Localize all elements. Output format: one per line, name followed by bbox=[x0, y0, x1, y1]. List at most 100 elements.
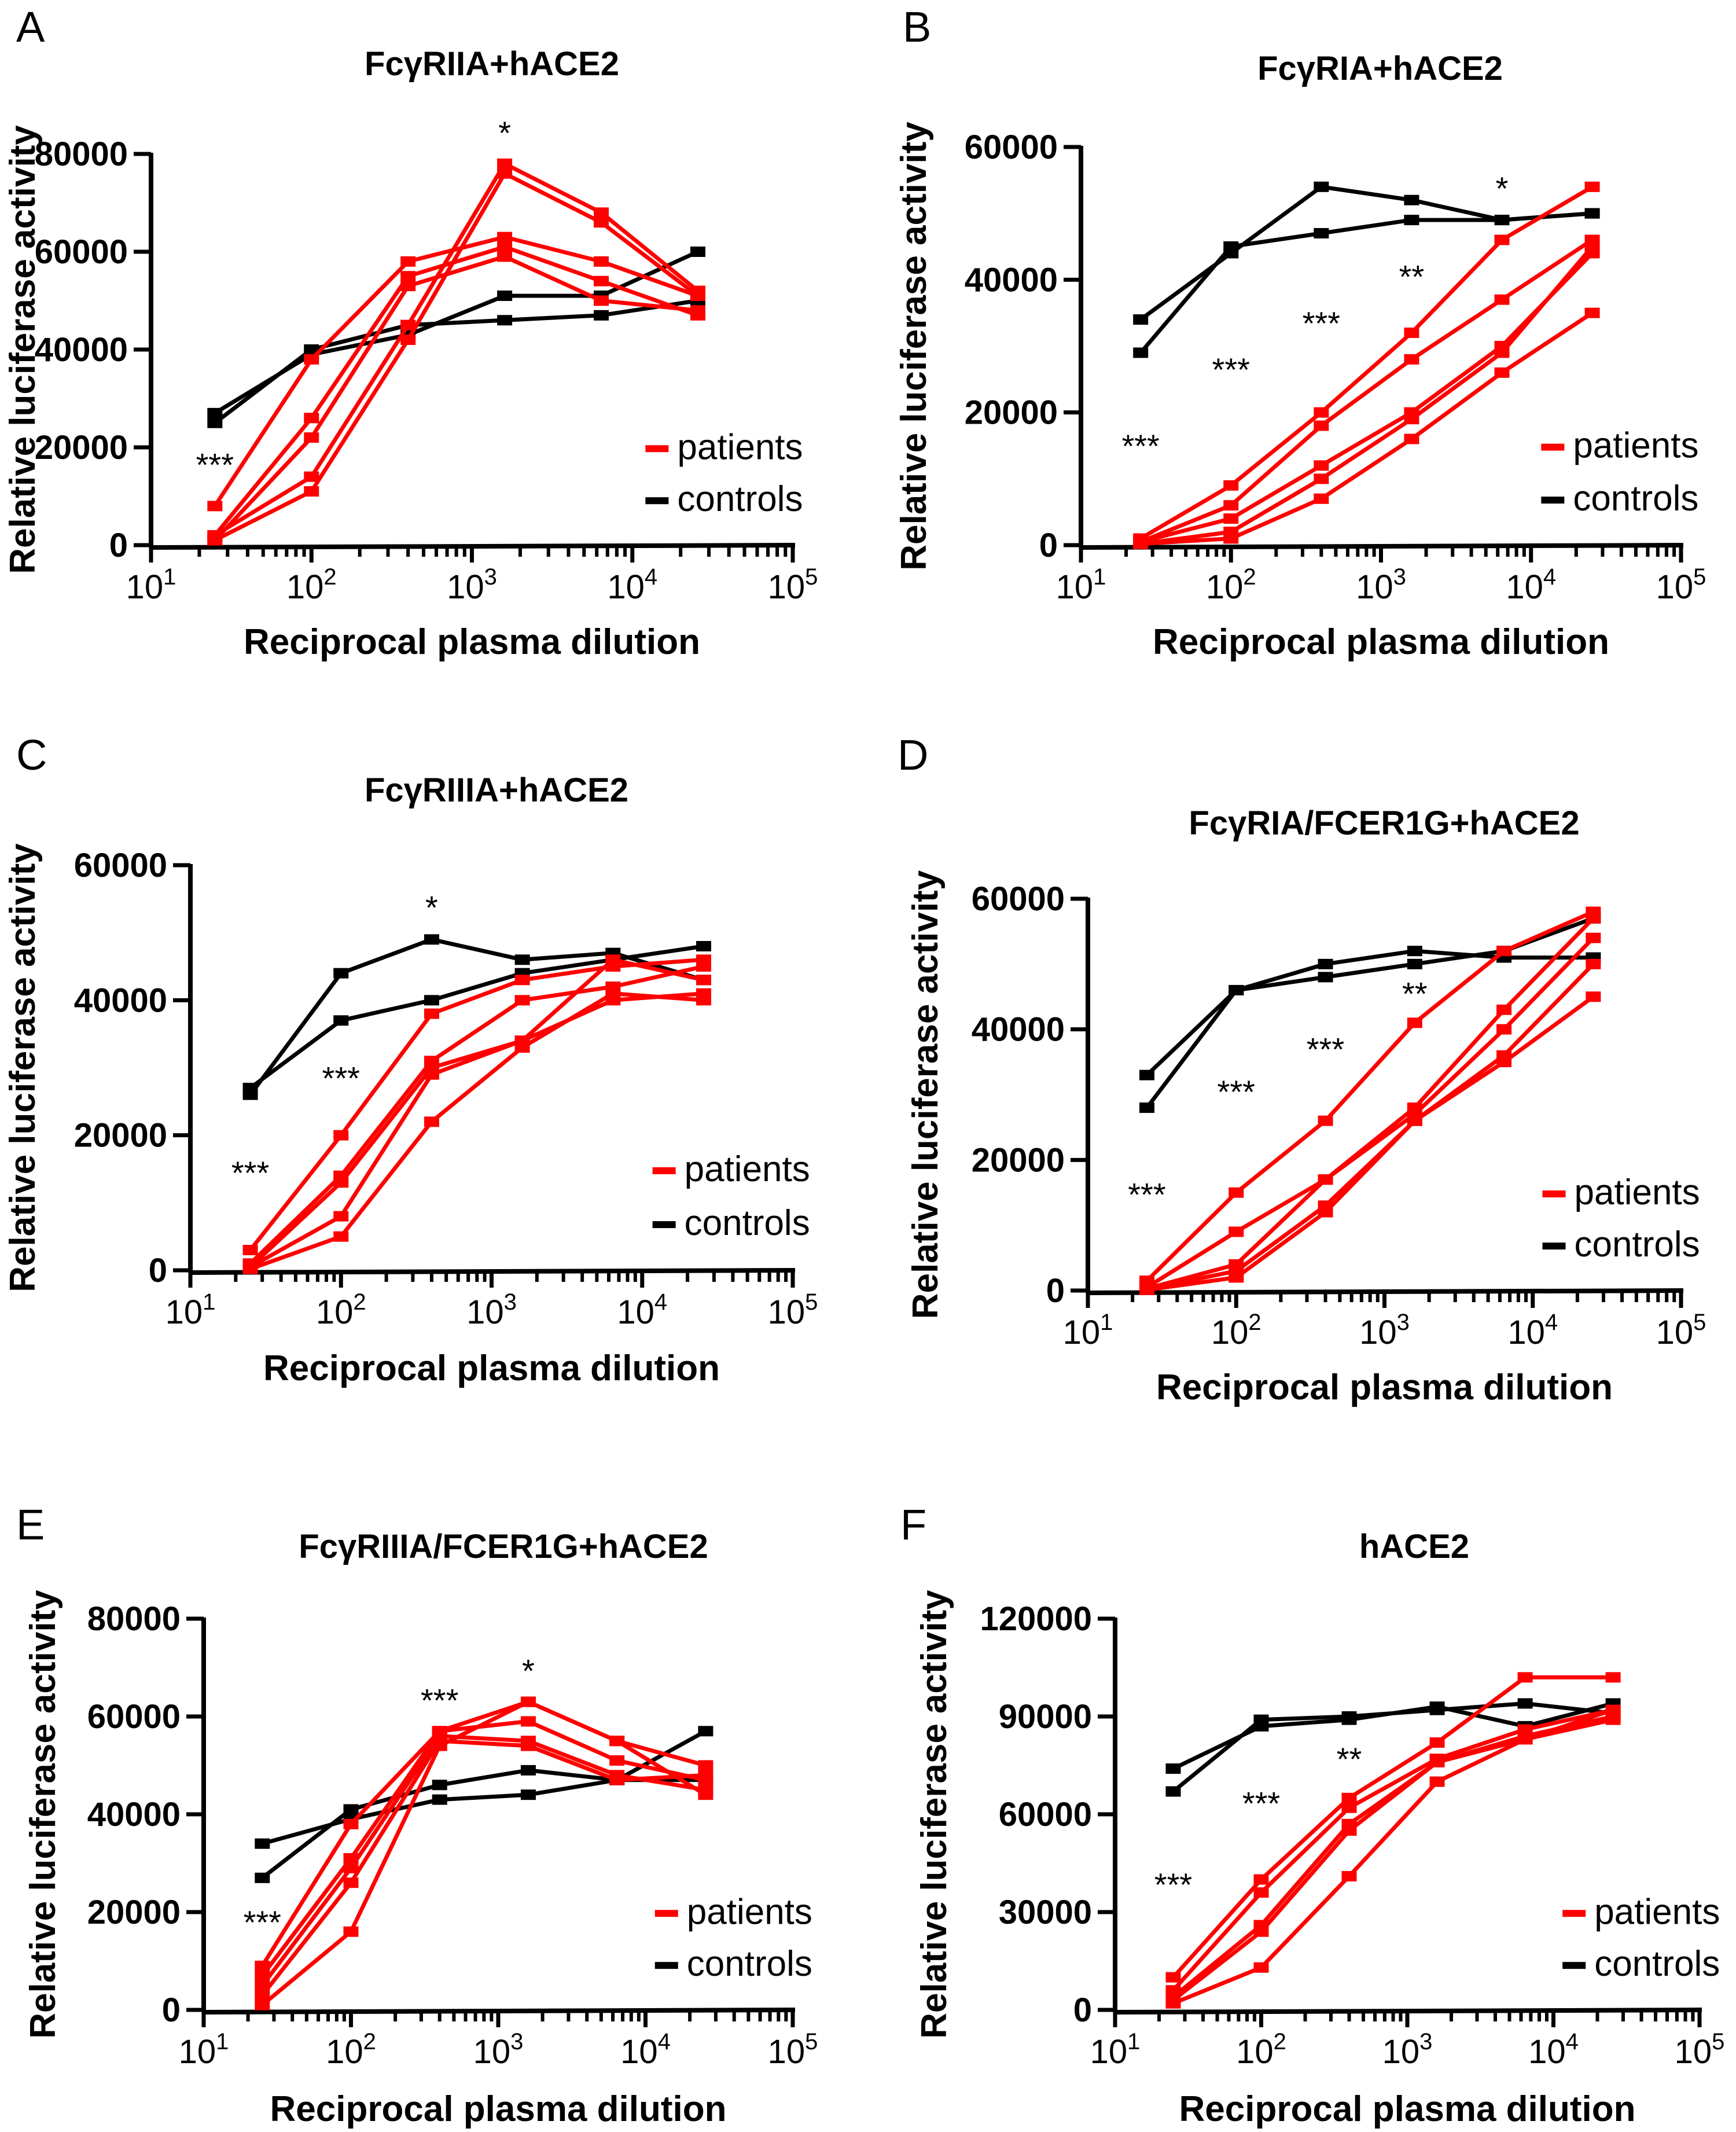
data-point-patients bbox=[400, 281, 416, 292]
y-tick-label: 60000 bbox=[74, 847, 167, 884]
x-tick-label: 105 bbox=[768, 2029, 818, 2071]
data-point-patients bbox=[609, 1774, 625, 1785]
data-point-patients bbox=[1318, 1115, 1333, 1126]
data-point-patients bbox=[304, 413, 319, 424]
series-line-patients bbox=[1139, 238, 1594, 544]
data-point-controls bbox=[1318, 958, 1333, 969]
data-point-patients bbox=[400, 319, 416, 330]
legend-swatch-patients bbox=[652, 1167, 676, 1174]
y-tick-label: 0 bbox=[162, 1991, 181, 2029]
significance-label: *** bbox=[1128, 1177, 1165, 1213]
x-tick-label: 104 bbox=[620, 2029, 671, 2071]
series-line-patients bbox=[1140, 245, 1594, 546]
chart-title: FcγRIIIA/FCER1G+hACE2 bbox=[299, 1528, 708, 1565]
data-point-controls bbox=[1139, 1102, 1154, 1113]
data-point-patients bbox=[1165, 1998, 1181, 2009]
data-point-patients bbox=[424, 1116, 439, 1127]
significance-label: ** bbox=[1337, 1741, 1362, 1777]
data-point-patients bbox=[1253, 1887, 1269, 1898]
data-point-patients bbox=[1314, 460, 1329, 471]
data-point-patients bbox=[424, 1069, 439, 1080]
data-point-patients bbox=[690, 291, 705, 302]
significance-label: *** bbox=[1212, 351, 1250, 388]
x-tick-label: 103 bbox=[1356, 564, 1406, 606]
series-line-patients bbox=[261, 1700, 707, 2007]
data-point-patients bbox=[1404, 354, 1419, 365]
data-point-controls bbox=[698, 1726, 713, 1737]
legend-label-patients: patients bbox=[1575, 1172, 1700, 1212]
series-line-patients bbox=[213, 235, 699, 508]
x-tick-label: 104 bbox=[1506, 564, 1556, 606]
series-line-patients bbox=[1145, 910, 1594, 1282]
y-axis-label: Relative luciferase activity bbox=[906, 870, 946, 1319]
y-tick-label: 60000 bbox=[87, 1698, 181, 1736]
x-axis-label: Reciprocal plasma dilution bbox=[1156, 1368, 1613, 1407]
data-point-controls bbox=[497, 315, 513, 326]
data-point-patients bbox=[333, 1177, 349, 1188]
data-point-patients bbox=[690, 305, 705, 316]
data-point-patients bbox=[594, 295, 609, 306]
data-point-controls bbox=[1404, 215, 1419, 226]
legend-label-controls: controls bbox=[687, 1944, 812, 1984]
data-point-controls bbox=[1341, 1711, 1357, 1722]
data-point-patients bbox=[1314, 420, 1329, 431]
x-axis-label: Reciprocal plasma dilution bbox=[270, 2089, 727, 2129]
data-point-patients bbox=[1494, 367, 1510, 378]
x-tick-label: 104 bbox=[1528, 2029, 1579, 2071]
data-point-controls bbox=[1133, 347, 1149, 358]
data-point-patients bbox=[605, 988, 621, 999]
x-tick-label: 103 bbox=[1359, 1310, 1410, 1351]
data-point-patients bbox=[1253, 1962, 1269, 1973]
y-tick-label: 20000 bbox=[35, 429, 128, 466]
legend-swatch-controls bbox=[1542, 1243, 1566, 1250]
data-point-controls bbox=[1318, 972, 1333, 983]
y-tick-label: 40000 bbox=[972, 1011, 1065, 1049]
data-point-patients bbox=[594, 217, 609, 228]
data-point-patients bbox=[400, 334, 416, 345]
data-point-patients bbox=[1586, 958, 1601, 969]
legend-label-controls: controls bbox=[1575, 1225, 1700, 1265]
legend-swatch-patients bbox=[645, 445, 669, 453]
data-point-controls bbox=[432, 1794, 447, 1805]
data-point-patients bbox=[1341, 1802, 1357, 1813]
data-point-controls bbox=[255, 1838, 270, 1849]
data-point-patients bbox=[609, 1755, 625, 1766]
data-point-patients bbox=[1404, 328, 1419, 339]
data-point-patients bbox=[304, 471, 319, 482]
x-tick-label: 105 bbox=[1656, 564, 1706, 606]
y-axis-label: Relative luciferase activity bbox=[23, 1590, 63, 2039]
series-line-patients bbox=[214, 171, 700, 542]
y-tick-label: 30000 bbox=[999, 1894, 1092, 1931]
data-point-patients bbox=[333, 1231, 349, 1242]
data-point-controls bbox=[1253, 1714, 1269, 1725]
x-tick-label: 105 bbox=[1656, 1310, 1706, 1351]
x-axis-label: Reciprocal plasma dilution bbox=[263, 1348, 720, 1388]
y-tick-label: 0 bbox=[1046, 1272, 1065, 1310]
data-point-patients bbox=[1496, 1024, 1512, 1035]
legend-label-controls: controls bbox=[1594, 1944, 1720, 1984]
significance-label: *** bbox=[231, 1155, 269, 1191]
data-point-controls bbox=[690, 247, 705, 257]
series-line-patients bbox=[1172, 1708, 1614, 2002]
data-point-patients bbox=[1584, 307, 1600, 318]
x-tick-label: 102 bbox=[1236, 2029, 1286, 2071]
x-tick-label: 102 bbox=[316, 1289, 366, 1331]
significance-label: *** bbox=[196, 447, 234, 483]
data-point-controls bbox=[520, 1765, 536, 1776]
legend-label-patients: patients bbox=[1594, 1892, 1720, 1932]
legend-swatch-patients bbox=[1562, 1910, 1586, 1917]
data-point-patients bbox=[207, 535, 223, 546]
data-point-patients bbox=[333, 1130, 349, 1141]
x-tick-label: 105 bbox=[768, 1289, 818, 1331]
y-tick-label: 90000 bbox=[999, 1698, 1092, 1736]
data-point-patients bbox=[242, 1245, 258, 1255]
data-point-patients bbox=[400, 256, 416, 267]
data-point-controls bbox=[696, 941, 711, 951]
panel-letter: C bbox=[16, 731, 47, 779]
series-line-patients bbox=[260, 1700, 707, 1967]
significance-label: *** bbox=[244, 1904, 281, 1940]
series-line-patients bbox=[248, 957, 704, 1252]
x-axis-label: Reciprocal plasma dilution bbox=[1179, 2089, 1636, 2129]
